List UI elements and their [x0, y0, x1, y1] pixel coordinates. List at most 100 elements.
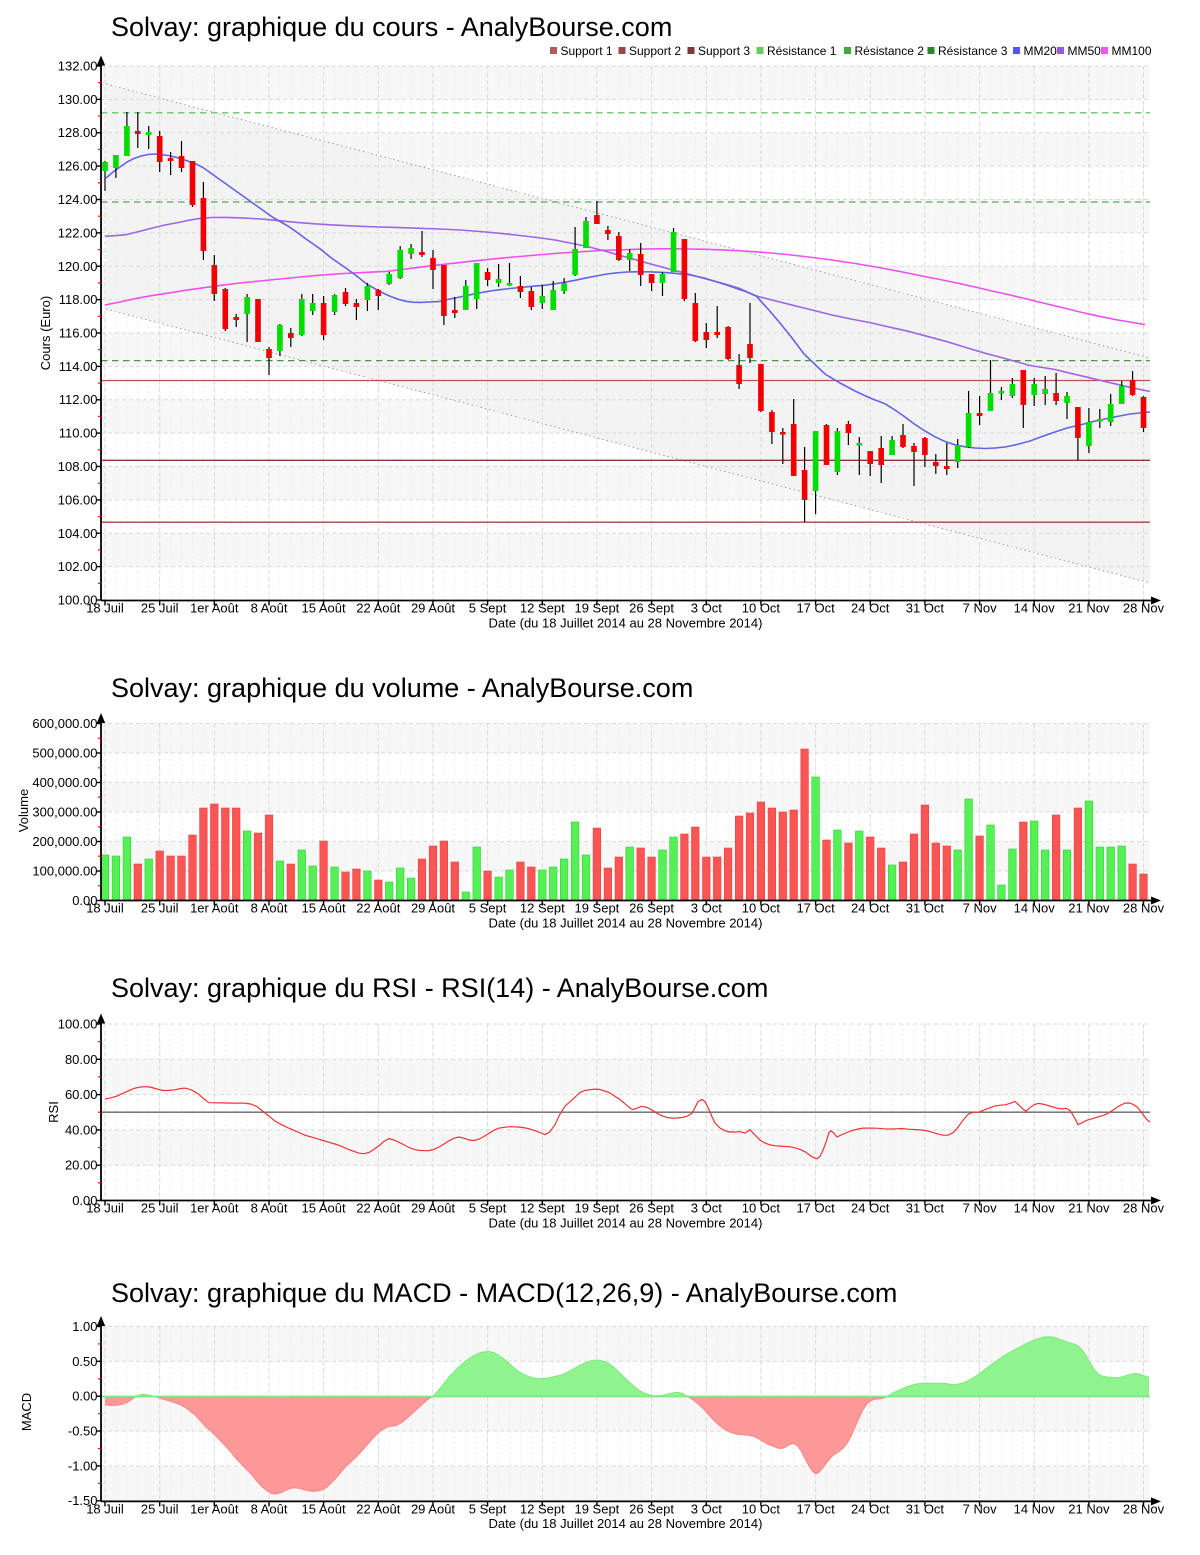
svg-text:5 Sept: 5 Sept [469, 601, 507, 616]
svg-text:Date (du 18 Juillet 2014 au 28: Date (du 18 Juillet 2014 au 28 Novembre … [489, 615, 763, 630]
svg-text:60.00: 60.00 [65, 1087, 98, 1102]
svg-text:18 Juil: 18 Juil [86, 601, 124, 616]
svg-text:26 Sept: 26 Sept [629, 1502, 674, 1517]
svg-text:8 Août: 8 Août [251, 1502, 288, 1517]
svg-text:1er Août: 1er Août [190, 1502, 239, 1517]
svg-text:24 Oct: 24 Oct [851, 1201, 890, 1216]
svg-text:130.00: 130.00 [58, 92, 98, 107]
svg-text:22 Août: 22 Août [356, 1502, 400, 1517]
svg-text:114.00: 114.00 [59, 359, 98, 374]
svg-text:12 Sept: 12 Sept [520, 1502, 565, 1517]
svg-text:7 Nov: 7 Nov [963, 601, 997, 616]
svg-text:17 Oct: 17 Oct [796, 901, 835, 916]
svg-text:3 Oct: 3 Oct [691, 601, 722, 616]
svg-text:15 Août: 15 Août [302, 1502, 346, 1517]
svg-text:1er Août: 1er Août [190, 601, 239, 616]
svg-text:12 Sept: 12 Sept [520, 901, 565, 916]
svg-text:5 Sept: 5 Sept [469, 901, 507, 916]
svg-text:MM20: MM20 [1024, 44, 1058, 58]
svg-text:Support 2: Support 2 [629, 44, 681, 58]
svg-text:300,000.00: 300,000.00 [32, 805, 97, 820]
svg-text:Volume: Volume [16, 789, 31, 832]
svg-text:8 Août: 8 Août [251, 601, 288, 616]
svg-text:26 Sept: 26 Sept [629, 901, 674, 916]
svg-text:8 Août: 8 Août [251, 901, 288, 916]
svg-text:RSI: RSI [46, 1101, 61, 1123]
svg-text:3 Oct: 3 Oct [691, 1502, 722, 1517]
svg-text:12 Sept: 12 Sept [520, 601, 565, 616]
svg-text:40.00: 40.00 [65, 1122, 98, 1137]
svg-text:12 Sept: 12 Sept [520, 1201, 565, 1216]
svg-text:Solvay: graphique du cours - A: Solvay: graphique du cours - AnalyBourse… [111, 12, 672, 42]
svg-text:28 Nov: 28 Nov [1123, 1502, 1165, 1517]
svg-text:15 Août: 15 Août [302, 601, 346, 616]
svg-text:100,000.00: 100,000.00 [32, 864, 97, 879]
svg-text:1er Août: 1er Août [190, 1201, 239, 1216]
svg-text:22 Août: 22 Août [356, 601, 400, 616]
svg-text:25 Juil: 25 Juil [141, 601, 179, 616]
svg-text:31 Oct: 31 Oct [906, 1201, 945, 1216]
svg-text:10 Oct: 10 Oct [742, 601, 781, 616]
svg-text:10 Oct: 10 Oct [742, 1201, 781, 1216]
svg-text:24 Oct: 24 Oct [851, 1502, 890, 1517]
svg-text:0.50: 0.50 [72, 1354, 97, 1369]
svg-text:29 Août: 29 Août [411, 1502, 455, 1517]
svg-text:102.00: 102.00 [58, 559, 98, 574]
svg-text:29 Août: 29 Août [411, 1201, 455, 1216]
svg-text:29 Août: 29 Août [411, 901, 455, 916]
svg-text:132.00: 132.00 [58, 59, 98, 74]
svg-text:3 Oct: 3 Oct [691, 1201, 722, 1216]
svg-text:Date (du 18 Juillet 2014 au 28: Date (du 18 Juillet 2014 au 28 Novembre … [489, 1215, 763, 1230]
svg-text:106.00: 106.00 [58, 492, 98, 507]
svg-text:Résistance 3: Résistance 3 [938, 44, 1008, 58]
svg-text:600,000.00: 600,000.00 [32, 716, 97, 731]
svg-text:80.00: 80.00 [65, 1052, 98, 1067]
svg-text:31 Oct: 31 Oct [906, 601, 945, 616]
svg-text:28 Nov: 28 Nov [1123, 601, 1165, 616]
svg-text:Solvay: graphique du volume -: Solvay: graphique du volume - AnalyBours… [111, 673, 693, 703]
svg-text:21 Nov: 21 Nov [1068, 901, 1110, 916]
svg-text:112.00: 112.00 [59, 392, 98, 407]
svg-text:0.00: 0.00 [72, 1193, 97, 1208]
svg-text:21 Nov: 21 Nov [1068, 1201, 1110, 1216]
svg-text:10 Oct: 10 Oct [742, 1502, 781, 1517]
svg-text:MACD: MACD [19, 1393, 34, 1431]
svg-text:31 Oct: 31 Oct [906, 901, 945, 916]
svg-text:19 Sept: 19 Sept [574, 901, 619, 916]
svg-text:120.00: 120.00 [58, 259, 98, 274]
svg-text:17 Oct: 17 Oct [796, 1502, 835, 1517]
svg-text:Date (du 18 Juillet 2014 au 28: Date (du 18 Juillet 2014 au 28 Novembre … [489, 1516, 763, 1531]
svg-text:17 Oct: 17 Oct [796, 1201, 835, 1216]
svg-text:19 Sept: 19 Sept [574, 601, 619, 616]
svg-text:18 Juil: 18 Juil [86, 1502, 124, 1517]
svg-text:22 Août: 22 Août [356, 901, 400, 916]
svg-text:14 Nov: 14 Nov [1014, 601, 1056, 616]
svg-text:25 Juil: 25 Juil [141, 1201, 179, 1216]
svg-text:25 Juil: 25 Juil [141, 1502, 179, 1517]
svg-text:28 Nov: 28 Nov [1123, 1201, 1165, 1216]
svg-text:14 Nov: 14 Nov [1014, 901, 1056, 916]
svg-text:122.00: 122.00 [58, 225, 98, 240]
svg-text:Cours (Euro): Cours (Euro) [38, 296, 53, 370]
svg-text:17 Oct: 17 Oct [796, 601, 835, 616]
svg-text:8 Août: 8 Août [251, 1201, 288, 1216]
svg-text:28 Nov: 28 Nov [1123, 901, 1165, 916]
svg-text:22 Août: 22 Août [356, 1201, 400, 1216]
svg-text:10 Oct: 10 Oct [742, 901, 781, 916]
svg-text:24 Oct: 24 Oct [851, 601, 890, 616]
svg-text:126.00: 126.00 [58, 159, 98, 174]
svg-text:5 Sept: 5 Sept [469, 1502, 507, 1517]
svg-text:18 Juil: 18 Juil [86, 901, 124, 916]
svg-text:124.00: 124.00 [58, 192, 98, 207]
svg-text:100.00: 100.00 [58, 593, 98, 608]
svg-text:5 Sept: 5 Sept [469, 1201, 507, 1216]
svg-text:29 Août: 29 Août [411, 601, 455, 616]
svg-text:108.00: 108.00 [58, 459, 98, 474]
svg-text:400,000.00: 400,000.00 [32, 775, 97, 790]
svg-text:500,000.00: 500,000.00 [32, 746, 97, 761]
svg-text:-1.50: -1.50 [68, 1493, 98, 1508]
svg-text:14 Nov: 14 Nov [1014, 1502, 1056, 1517]
svg-text:15 Août: 15 Août [302, 1201, 346, 1216]
svg-text:14 Nov: 14 Nov [1014, 1201, 1056, 1216]
svg-text:26 Sept: 26 Sept [629, 1201, 674, 1216]
